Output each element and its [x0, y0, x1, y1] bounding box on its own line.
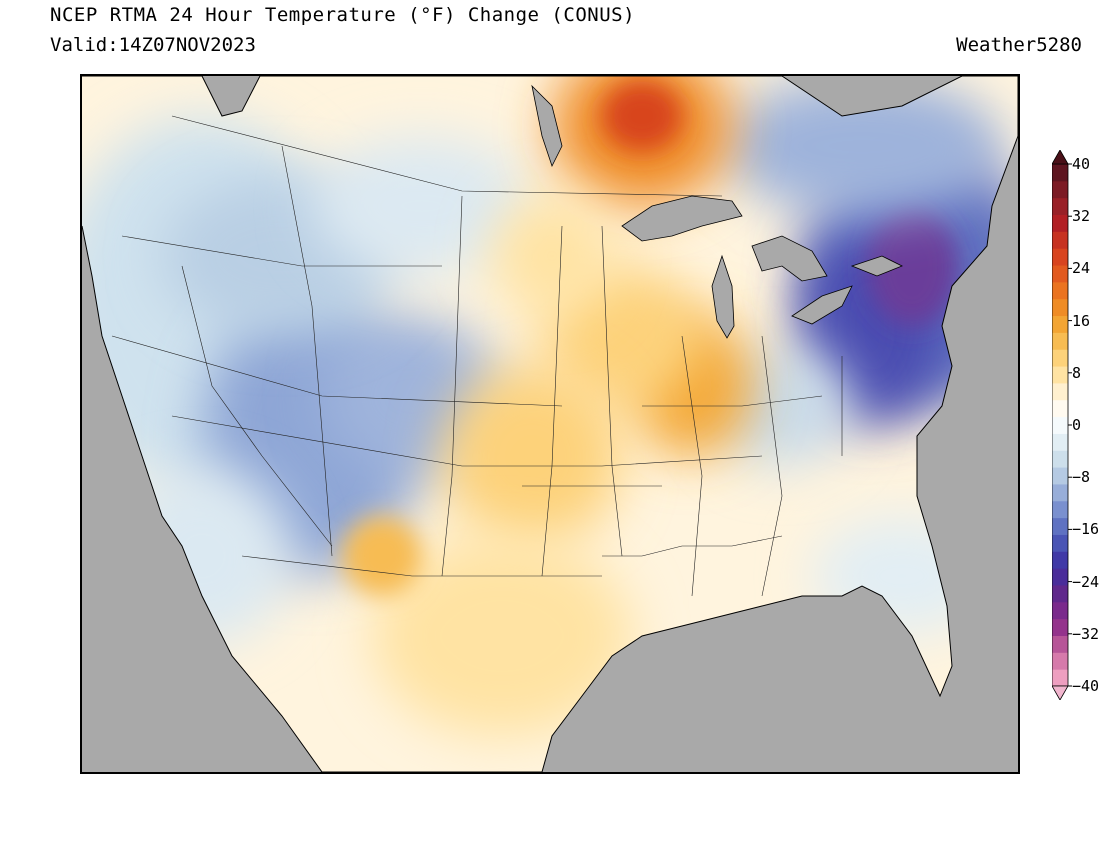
colorbar-swatch [1052, 601, 1068, 620]
colorbar-swatch [1052, 669, 1068, 687]
colorbar-swatch [1052, 214, 1068, 232]
colorbar-ticks [1068, 163, 1072, 687]
colorbar-swatch [1052, 197, 1068, 216]
colorbar-swatch [1052, 584, 1068, 603]
coastline [82, 76, 1018, 772]
colorbar [1052, 150, 1072, 700]
colorbar-swatch [1052, 315, 1068, 333]
colorbar-tick-label: 16 [1072, 311, 1091, 330]
colorbar-swatch [1052, 416, 1068, 434]
colorbar-swatch [1052, 248, 1068, 266]
colorbar-tick-label: 32 [1072, 207, 1091, 226]
colorbar-swatch [1052, 618, 1068, 636]
colorbar-swatch [1052, 349, 1068, 367]
credit-label: Weather5280 [956, 34, 1082, 56]
colorbar-tick-label: −24 [1072, 572, 1100, 591]
colorbar-tick-label: −40 [1072, 677, 1100, 695]
map-svg [82, 76, 1018, 772]
colorbar-tick-label: 8 [1072, 363, 1082, 382]
colorbar-swatch [1052, 399, 1068, 418]
colorbar-swatch [1052, 265, 1068, 283]
great-lakes [531, 84, 903, 339]
colorbar-swatch [1052, 231, 1068, 249]
colorbar-under-arrow [1052, 685, 1069, 700]
temperature-change-map [80, 74, 1020, 774]
colorbar-swatch [1052, 568, 1068, 586]
colorbar-swatch [1052, 164, 1068, 182]
colorbar-swatches [1052, 163, 1069, 687]
colorbar-tick-label: 40 [1072, 155, 1091, 173]
chart-title: NCEP RTMA 24 Hour Temperature (°F) Chang… [50, 4, 636, 26]
colorbar-tick-label: −8 [1072, 468, 1091, 487]
colorbar-swatch [1052, 500, 1068, 519]
colorbar-swatch [1052, 551, 1068, 569]
colorbar-swatch [1052, 534, 1068, 552]
colorbar-swatch [1052, 467, 1068, 485]
colorbar-tick-label: 24 [1072, 259, 1091, 278]
colorbar-swatch [1052, 366, 1068, 384]
colorbar-swatch [1052, 433, 1068, 451]
colorbar-swatch [1052, 483, 1068, 502]
colorbar-swatch [1052, 298, 1068, 317]
colorbar-swatch [1052, 635, 1068, 653]
colorbar-swatch [1052, 332, 1068, 350]
colorbar-swatch [1052, 517, 1068, 535]
valid-time: Valid:14Z07NOV2023 [50, 34, 256, 56]
state-borders [111, 115, 843, 597]
colorbar-tick-label: 0 [1072, 416, 1082, 434]
colorbar-tick-label: −16 [1072, 520, 1100, 539]
colorbar-swatch [1052, 180, 1068, 199]
colorbar-swatch [1052, 450, 1068, 468]
colorbar-tick-label: −32 [1072, 624, 1100, 643]
colorbar-swatch [1052, 382, 1068, 401]
colorbar-swatch [1052, 652, 1068, 670]
colorbar-swatch [1052, 281, 1068, 300]
colorbar-over-arrow [1052, 150, 1069, 165]
